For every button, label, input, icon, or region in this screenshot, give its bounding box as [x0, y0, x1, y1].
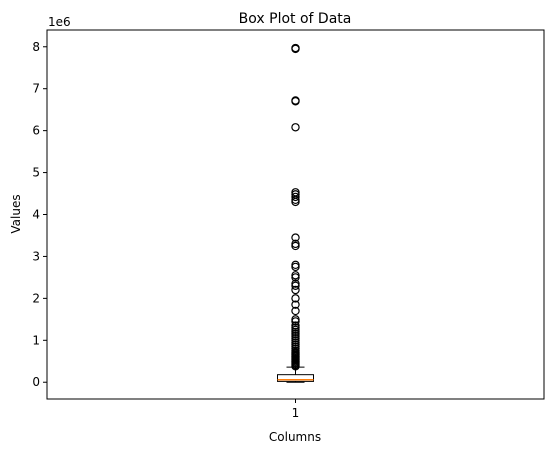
outlier-point: [291, 239, 300, 249]
outlier-point: [291, 271, 300, 280]
y-tick-label: 7: [32, 82, 40, 96]
outlier-point: [291, 188, 300, 197]
y-tick-label: 3: [32, 249, 40, 263]
outlier-point: [291, 279, 300, 288]
y-axis-ticks: 0 1 2 3 4 5 6 7 8: [32, 40, 47, 389]
y-tick-label: 4: [32, 208, 40, 222]
y-tick-label: 5: [32, 166, 40, 180]
y-tick-label: 8: [32, 40, 40, 54]
x-tick-label: 1: [292, 406, 300, 420]
chart-title: Box Plot of Data: [239, 11, 352, 27]
outlier-point: [291, 315, 300, 324]
outlier-point: [291, 285, 300, 295]
axes-frame: [46, 29, 545, 400]
outlier-point: [291, 96, 300, 105]
y-axis-offset-label: 1e6: [48, 15, 71, 29]
outlier-point: [291, 43, 300, 53]
outlier-point: [291, 306, 300, 316]
y-tick-label: 1: [32, 333, 40, 347]
outlier-point: [291, 192, 300, 202]
y-tick-label: 6: [32, 124, 40, 138]
y-tick-label: 2: [32, 291, 40, 305]
outlier-point: [291, 123, 300, 132]
y-axis-label: Values: [9, 194, 23, 233]
outlier-point: [291, 300, 300, 309]
x-axis-label: Columns: [269, 430, 321, 444]
y-tick-label: 0: [32, 375, 40, 389]
outlier-point: [291, 294, 300, 303]
x-axis-ticks: 1: [292, 399, 300, 420]
iqr-box: [277, 374, 314, 382]
outlier-point: [291, 233, 300, 242]
outlier-point: [291, 260, 300, 270]
outlier-point: [291, 321, 300, 330]
outlier-points: [291, 43, 300, 371]
